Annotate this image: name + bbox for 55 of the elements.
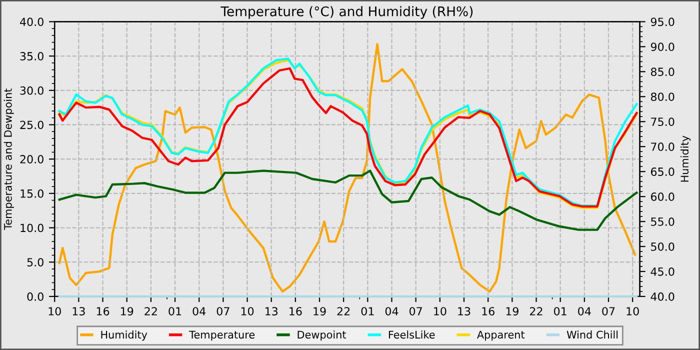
x-tick-label: 04 [578,307,591,316]
y2-tick-label: 80.0 [650,92,674,102]
x-tick-label: 07 [410,307,422,316]
y2-tick-label: 55.0 [651,217,674,226]
y2-tick-label: 85.0 [650,68,674,76]
y-tick-label: 20.0 [20,155,44,164]
x-tick-label: 10 [434,307,446,316]
x-tick-label: 04 [192,307,206,316]
y-tick-label: 15.0 [20,189,44,198]
legend-label: Dewpoint [298,330,346,341]
y-tick-label: 35.0 [20,52,44,60]
x-tick-label: 01 [554,307,566,316]
x-tick-label: 16 [290,307,302,316]
x-tick-label: 01 [361,307,374,316]
x-tick-label: 07 [602,307,615,316]
y-tick-label: 0.0 [27,292,44,301]
x-tick-label: 04 [385,307,398,316]
y-tick-label: 25.0 [20,120,44,130]
y2-tick-label: 45.0 [650,267,674,276]
y2-tick-label: 95.0 [650,18,674,26]
x-tick-label: 13 [265,307,278,316]
y-tick-label: 40.0 [20,18,44,26]
y2-axis-title: Humidity [680,136,691,182]
x-tick-label: 10 [241,307,254,316]
y2-tick-label: 75.0 [651,118,674,126]
y-tick-label: 30.0 [20,86,44,95]
legend-label: FeelsLike [388,330,435,339]
y2-tick-label: 60.0 [650,192,674,201]
x-tick-label: 10 [48,307,61,316]
legend-label: Apparent [477,330,525,341]
x-tick-label: 19 [121,307,134,316]
x-tick-label: 22 [337,307,350,316]
x-tick-label: 13 [458,307,470,316]
x-tick-label: 01 [168,307,182,316]
y2-tick-label: 90.0 [650,42,674,52]
x-tick-label: 22 [144,307,157,316]
chart-title: Temperature (°C) and Humidity (RH%) [220,6,473,19]
x-tick-label: 16 [482,307,494,316]
x-tick-label: 13 [72,307,85,316]
legend-label: Wind Chill [566,330,618,339]
y-tick-label: 10.0 [20,224,44,232]
y2-tick-label: 70.0 [651,142,674,151]
x-tick-label: 19 [506,307,518,316]
y2-tick-label: 40.0 [650,292,674,301]
y-axis-title: Temperature and Dewpoint [4,88,14,230]
y-tick-label: 5.0 [27,258,44,266]
y2-tick-label: 65.0 [650,168,674,176]
y2-tick-label: 50.0 [651,242,674,251]
legend-label: Humidity [101,330,148,341]
x-tick-label: 10 [626,307,639,316]
legend-label: Temperature [189,330,255,341]
x-tick-label: 07 [216,307,230,316]
x-tick-label: 22 [530,307,542,316]
x-tick-label: 19 [314,307,326,316]
x-tick-label: 16 [96,307,110,316]
